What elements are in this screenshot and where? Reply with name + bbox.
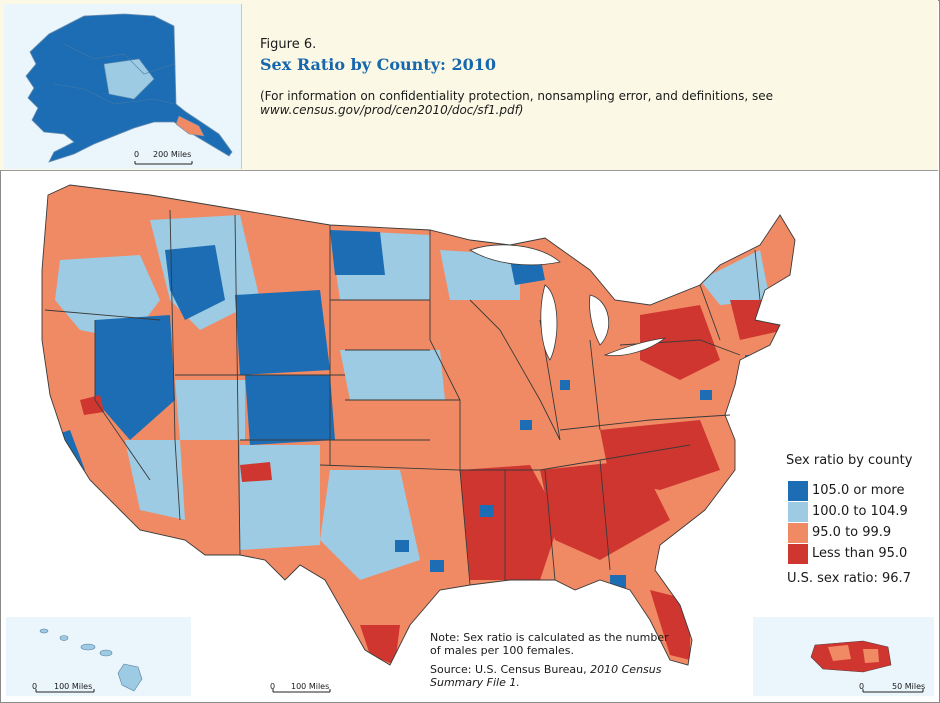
header-panel: 0 200 Miles Figure 6. Sex Ratio by Count… <box>0 0 938 171</box>
state-borders <box>41 184 796 666</box>
hawaii-island <box>99 649 113 657</box>
note-text: Note: Sex ratio is calculated as the num… <box>430 631 669 657</box>
legend-item: 100.0 to 104.9 <box>788 502 918 522</box>
county-region <box>640 305 720 380</box>
figure-url: www.census.gov/prod/cen2010/doc/sf1.pdf) <box>260 103 524 117</box>
state-border <box>44 309 161 321</box>
legend-label: 105.0 or more <box>812 483 905 498</box>
alaska-boundary-line-2 <box>53 83 175 105</box>
state-border <box>699 284 721 341</box>
legend-item: 105.0 or more <box>788 481 918 501</box>
county-region <box>95 315 175 440</box>
county-region <box>245 375 335 445</box>
puerto-rico-inset: 0 50 Miles <box>753 617 934 696</box>
state-border <box>559 414 731 431</box>
hawaii-island <box>80 643 96 651</box>
legend-label: Less than 95.0 <box>812 546 908 561</box>
county-region <box>700 250 770 305</box>
mainland-scale-zero: 0 <box>270 682 276 691</box>
legend-label: 95.0 to 99.9 <box>812 525 892 540</box>
state-border <box>94 320 151 481</box>
county-cell <box>520 420 532 430</box>
figure-info: (For information on confidentiality prot… <box>260 89 774 103</box>
county-region <box>440 250 520 300</box>
county-region <box>650 590 690 660</box>
figure-title: Sex Ratio by County: 2010 <box>260 55 497 74</box>
puerto-rico-region <box>828 645 851 661</box>
state-border <box>460 444 691 471</box>
county-cell <box>430 560 444 572</box>
state-border <box>469 299 561 441</box>
county-region <box>240 445 320 550</box>
puerto-rico-region <box>863 649 879 663</box>
county-cell <box>610 575 626 589</box>
legend-swatch <box>788 481 808 501</box>
legend-item: 95.0 to 99.9 <box>788 523 918 543</box>
hawaii-big-island <box>117 663 143 692</box>
county-region <box>330 230 385 275</box>
legend-label: 100.0 to 104.9 <box>812 504 908 519</box>
hawaii-scale-zero: 0 <box>32 682 38 691</box>
source-text: Source: U.S. Census Bureau, 2010 Census … <box>430 663 675 689</box>
source-prefix: Source: U.S. Census Bureau, <box>430 663 587 676</box>
county-region <box>340 350 445 400</box>
alaska-scale-zero: 0 <box>134 150 140 159</box>
state-border <box>169 209 181 521</box>
source-title: 2010 Census Summary File 1. <box>430 663 662 689</box>
us-sex-ratio: U.S. sex ratio: 96.7 <box>787 571 911 586</box>
county-cell <box>560 380 570 390</box>
alaska-boundary-line <box>63 43 175 75</box>
county-region <box>235 290 330 375</box>
county-region <box>125 440 185 520</box>
hawaii-island <box>39 628 49 634</box>
pr-scale-zero: 0 <box>859 682 865 691</box>
county-cell <box>395 540 409 552</box>
puerto-rico-map <box>810 640 924 693</box>
state-border <box>234 214 241 556</box>
hawaii-inset: 0 100 Miles <box>6 617 191 696</box>
county-region <box>165 245 225 320</box>
state-border <box>599 459 611 571</box>
county-region <box>320 470 420 580</box>
county-region <box>175 380 245 440</box>
mainland-scale-label: 100 Miles <box>291 682 330 691</box>
county-region <box>240 462 272 482</box>
alaska-scale-label: 200 Miles <box>153 150 192 159</box>
figure-label: Figure 6. <box>260 37 317 52</box>
county-cell <box>480 505 494 517</box>
pr-scale-label: 50 Miles <box>892 682 926 691</box>
county-region <box>600 420 720 490</box>
county-region <box>80 395 104 415</box>
alaska-inset: 0 200 Miles <box>4 4 242 169</box>
lake-superior <box>469 244 561 266</box>
hawaii-scale-label: 100 Miles <box>54 682 93 691</box>
lake-huron <box>589 294 609 346</box>
legend-swatch <box>788 523 808 543</box>
state-border <box>754 249 761 301</box>
state-border <box>429 230 461 470</box>
legend-item: Less than 95.0 <box>788 544 918 564</box>
hawaii-island <box>59 635 69 641</box>
state-border <box>544 469 556 581</box>
legend-swatch <box>788 544 808 564</box>
county-fill-group <box>42 185 795 665</box>
state-border <box>589 339 601 431</box>
legend-swatch <box>788 502 808 522</box>
alaska-region-orange <box>175 115 205 137</box>
county-cell <box>700 390 712 400</box>
legend-title: Sex ratio by county <box>786 453 913 468</box>
lake-michigan <box>540 284 558 361</box>
hawaii-map <box>35 628 143 693</box>
alaska-map <box>25 13 233 165</box>
alaska-interior-region <box>103 58 155 100</box>
puerto-rico-shape <box>810 640 892 673</box>
county-region <box>460 465 560 580</box>
lake-erie <box>603 337 667 357</box>
